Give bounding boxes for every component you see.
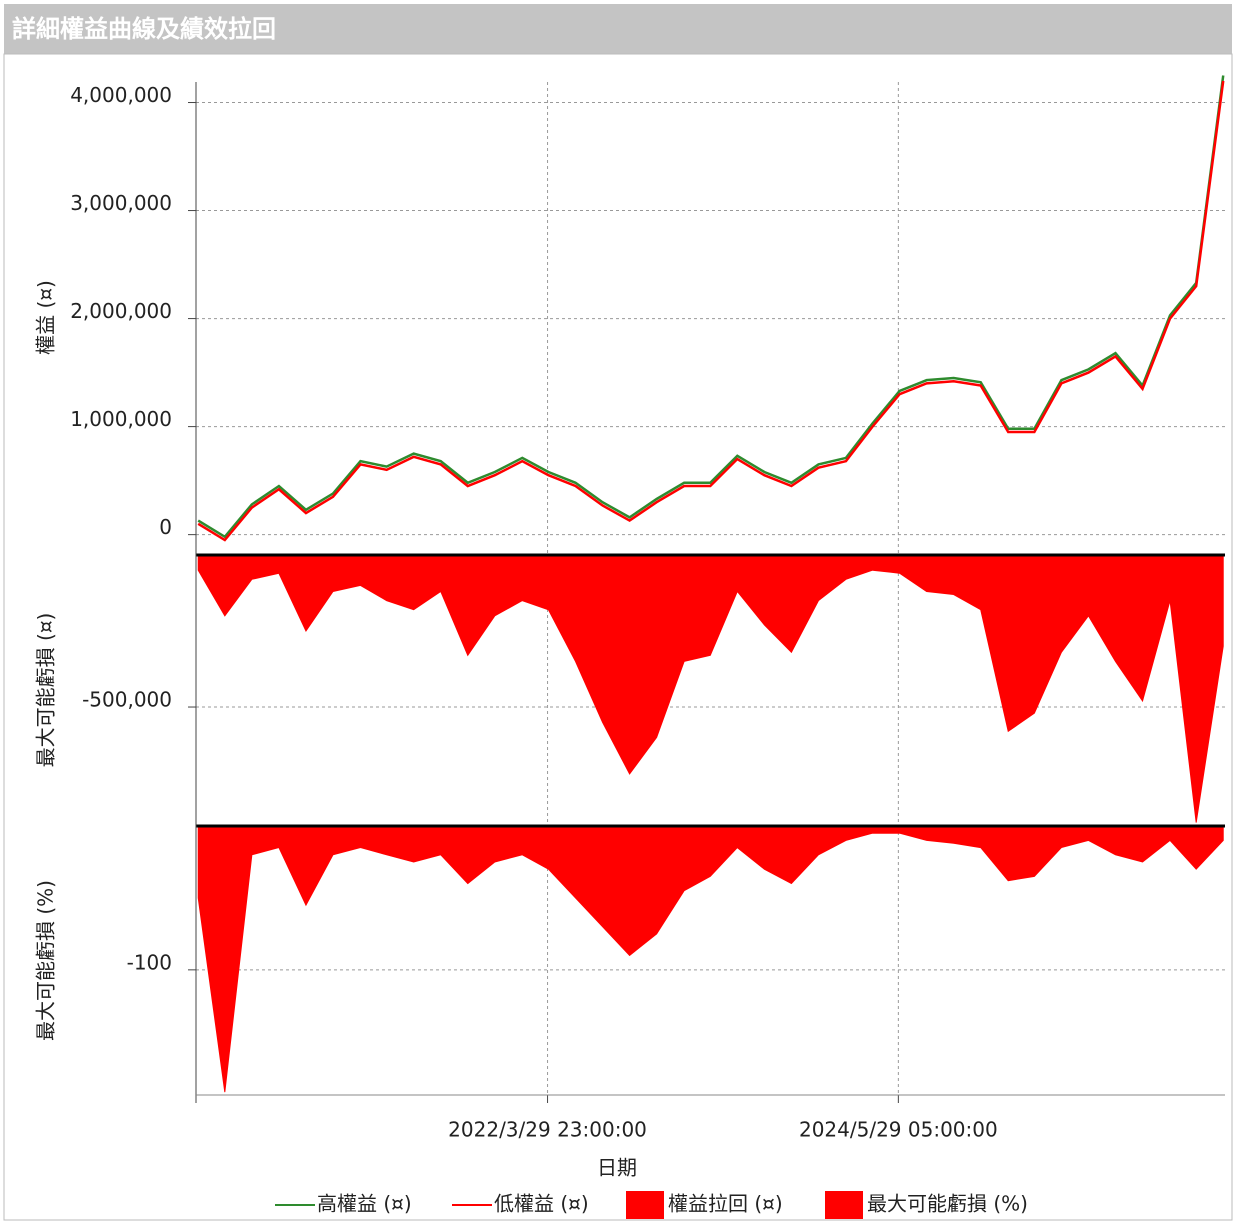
x-tick-label: 2024/5/29 05:00:00 [799,1118,998,1142]
frame [3,53,1233,1221]
y-tick-label: 2,000,000 [70,299,172,323]
legend-label: 最大可能虧損 (%) [867,1192,1028,1216]
y-axis-label: 最大可能虧損 (%) [34,880,58,1041]
title-bar: 詳細權益曲線及績效拉回 [4,4,1232,54]
equity-line [197,75,1225,539]
legend-label: 高權益 (¤) [317,1192,412,1216]
drawdown-area [197,554,1224,823]
y-tick-label: 4,000,000 [70,83,172,107]
legend-label: 低權益 (¤) [494,1192,589,1216]
x-axis-label: 日期 [597,1156,637,1180]
legend-label: 權益拉回 (¤) [668,1192,783,1216]
y-tick-label: -100 [127,950,172,974]
y-tick-label: -500,000 [82,688,172,712]
drawdown-area [197,825,1224,1093]
legend-swatch [626,1191,664,1219]
y-axis-label: 最大可能虧損 (¤) [34,613,58,768]
y-axis-label: 權益 (¤) [34,280,58,355]
x-tick-label: 2022/3/29 23:00:00 [448,1118,647,1142]
y-tick-label: 0 [159,515,172,539]
legend-swatch [825,1191,863,1219]
y-tick-label: 3,000,000 [70,191,172,215]
equity-line [197,80,1225,542]
y-tick-label: 1,000,000 [70,407,172,431]
